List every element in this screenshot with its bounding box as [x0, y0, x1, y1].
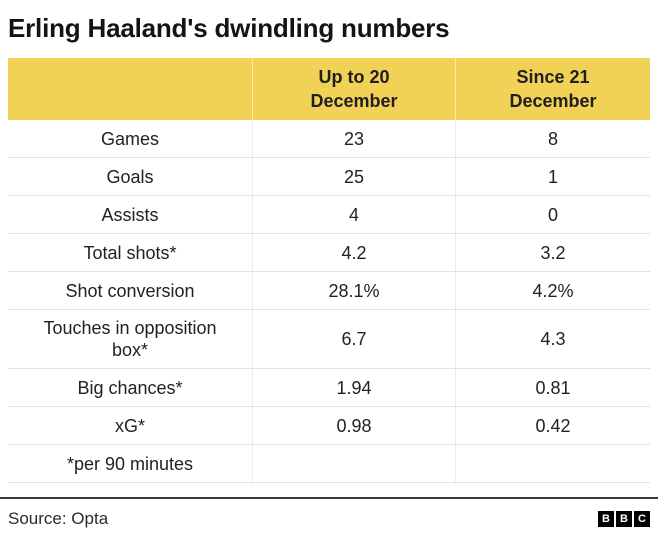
table-header: Up to 20 December Since 21 December — [8, 58, 650, 120]
row-label: Games — [100, 128, 160, 149]
row-value-period-1: 25 — [252, 158, 455, 195]
table-row: Shot conversion 28.1% 4.2% — [8, 272, 650, 310]
table-row: xG* 0.98 0.42 — [8, 407, 650, 445]
header-cell-metric — [8, 58, 252, 120]
table-body: Games 23 8 Goals 25 1 Assists 4 0 Total … — [8, 120, 650, 483]
row-value-period-1: 6.7 — [252, 310, 455, 368]
table-row: Assists 4 0 — [8, 196, 650, 234]
source-label: Source: Opta — [8, 509, 109, 528]
row-value-period-2: 3.2 — [455, 234, 650, 271]
row-value-period-2: 0 — [455, 196, 650, 233]
table-row: Games 23 8 — [8, 120, 650, 158]
row-label: Shot conversion — [65, 280, 195, 301]
table-row: Total shots* 4.2 3.2 — [8, 234, 650, 272]
row-value-period-2: 4.2% — [455, 272, 650, 309]
table-row: Goals 25 1 — [8, 158, 650, 196]
table-row: Big chances* 1.94 0.81 — [8, 369, 650, 407]
row-value-period-2: 0.42 — [455, 407, 650, 444]
row-value-period-2: 1 — [455, 158, 650, 195]
row-value-period-1: 1.94 — [252, 369, 455, 406]
bbc-logo-letter: C — [634, 511, 650, 527]
table-row: *per 90 minutes — [8, 445, 650, 483]
row-value-period-2 — [455, 445, 650, 482]
page-title: Erling Haaland's dwindling numbers — [8, 13, 450, 43]
row-value-period-1: 4 — [252, 196, 455, 233]
bbc-logo-letter: B — [616, 511, 632, 527]
row-label: Total shots* — [83, 242, 177, 263]
table-row: Touches in opposition box* 6.7 4.3 — [8, 310, 650, 369]
stats-table: Up to 20 December Since 21 December Game… — [8, 58, 650, 483]
bbc-logo: B B C — [598, 511, 650, 527]
header-cell-period-1: Up to 20 December — [252, 58, 455, 120]
footer: Source: Opta B B C — [8, 509, 650, 529]
row-label: Touches in opposition box* — [43, 318, 217, 360]
row-label: xG* — [114, 415, 145, 436]
row-value-period-1: 28.1% — [252, 272, 455, 309]
row-value-period-1: 23 — [252, 120, 455, 157]
row-label: *per 90 minutes — [66, 453, 194, 474]
row-label: Assists — [101, 204, 159, 225]
row-value-period-2: 8 — [455, 120, 650, 157]
row-label: Goals — [106, 166, 154, 187]
row-value-period-2: 0.81 — [455, 369, 650, 406]
row-value-period-1 — [252, 445, 455, 482]
row-value-period-2: 4.3 — [455, 310, 650, 368]
row-value-period-1: 0.98 — [252, 407, 455, 444]
header-cell-period-2: Since 21 December — [455, 58, 650, 120]
footer-divider — [0, 497, 658, 499]
row-value-period-1: 4.2 — [252, 234, 455, 271]
row-label: Big chances* — [77, 377, 183, 398]
bbc-logo-letter: B — [598, 511, 614, 527]
